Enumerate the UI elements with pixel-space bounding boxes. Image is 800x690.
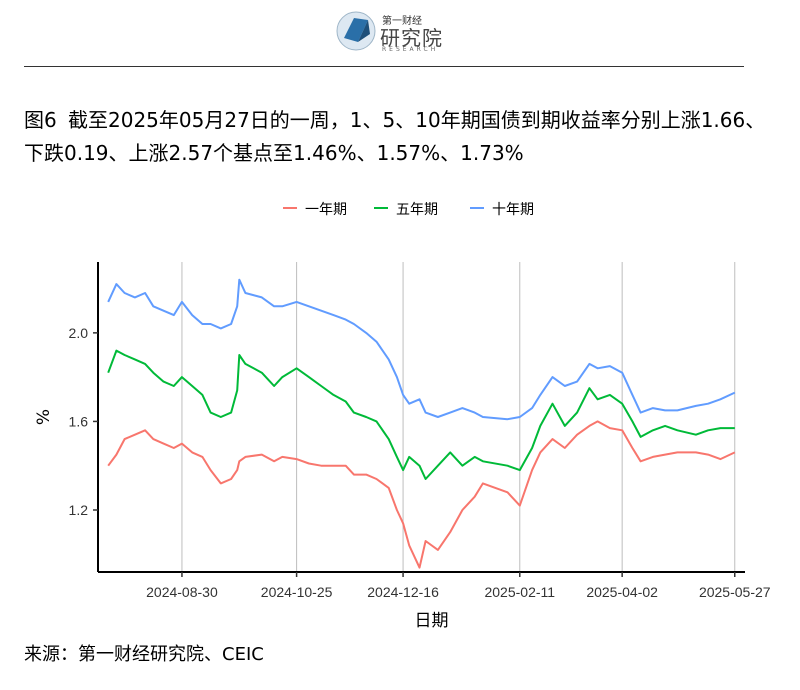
logo-text-top: 第一财经 — [382, 16, 422, 27]
x-tick-label: 2024-10-25 — [261, 584, 333, 600]
y-tick-label: 2.0 — [69, 325, 89, 341]
x-tick-label: 2025-02-11 — [484, 584, 555, 600]
legend-label: 一年期 — [305, 202, 347, 218]
y-axis-title: % — [34, 409, 54, 425]
source-note: 来源：第一财经研究院、CEIC — [24, 644, 264, 665]
legend-label: 五年期 — [396, 202, 438, 218]
series-line-1 — [107, 420, 736, 569]
x-tick-label: 2024-12-16 — [367, 584, 439, 600]
series-line-3 — [107, 278, 736, 421]
legend-label: 十年期 — [492, 202, 534, 218]
brand-logo: 第一财经 研究院 RESEARCH — [334, 8, 444, 54]
logo-icon — [336, 11, 376, 51]
x-axis-title: 日期 — [415, 611, 449, 631]
y-tick-label: 1.2 — [69, 502, 89, 518]
figure-title: 图6 截至2025年05月27日的一周，1、5、10年期国债到期收益率分别上涨1.… — [24, 104, 784, 170]
x-tick-label: 2025-05-27 — [699, 584, 771, 600]
x-tick-label: 2025-04-02 — [586, 584, 658, 600]
logo-text-en: RESEARCH — [382, 46, 439, 53]
y-tick-label: 1.6 — [69, 413, 89, 429]
figure-title-text: 截至2025年05月27日的一周，1、5、10年期国债到期收益率分别上涨1.66… — [24, 108, 766, 165]
logo-text-main: 研究院 — [380, 26, 443, 50]
x-tick-label: 2024-08-30 — [146, 584, 218, 600]
header-divider — [24, 66, 744, 67]
series-line-2 — [107, 349, 735, 480]
figure-number: 图6 — [24, 108, 57, 132]
